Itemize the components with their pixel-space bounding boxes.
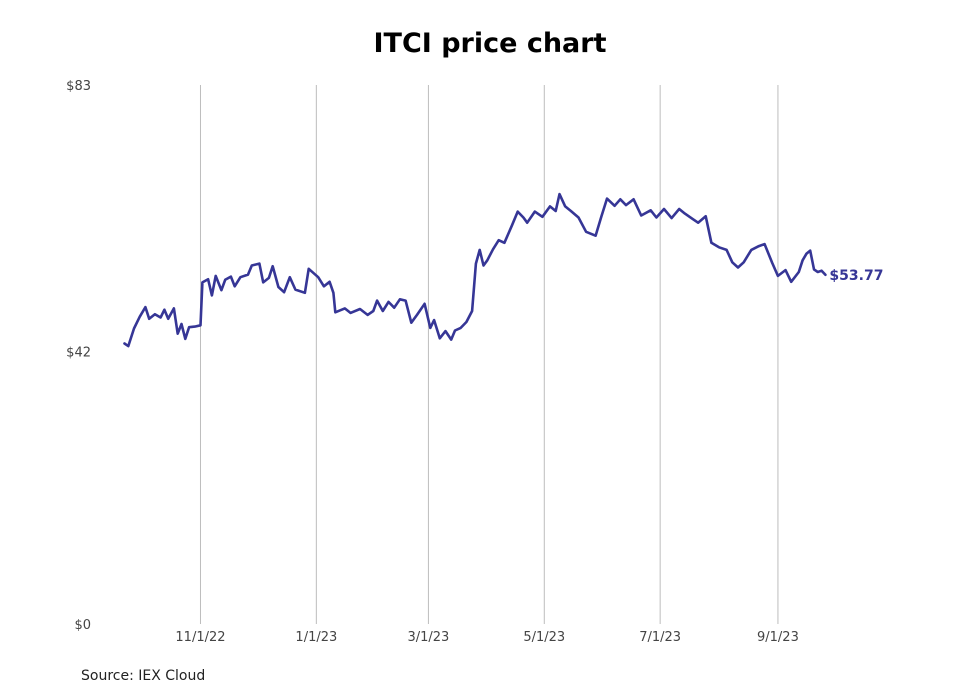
x-tick-label: 7/1/23 xyxy=(639,630,681,645)
x-axis-tick-labels: 11/1/22 1/1/23 3/1/23 5/1/23 7/1/23 9/1/23 xyxy=(175,630,798,645)
y-tick-label: $0 xyxy=(74,618,91,633)
price-line xyxy=(123,192,827,348)
x-tick-label: 3/1/23 xyxy=(407,630,449,645)
y-tick-label: $83 xyxy=(66,79,91,94)
last-price-label: $53.77 xyxy=(829,268,883,284)
x-tick-label: 11/1/22 xyxy=(175,630,225,645)
y-axis-tick-labels: $83 $42 $0 xyxy=(66,79,91,633)
chart-title: ITCI price chart xyxy=(373,28,607,59)
x-tick-label: 9/1/23 xyxy=(757,630,799,645)
y-tick-label: $42 xyxy=(66,345,91,360)
x-tick-label: 5/1/23 xyxy=(523,630,565,645)
vertical-gridlines xyxy=(199,85,779,624)
source-note: Source: IEX Cloud xyxy=(81,668,206,684)
price-series xyxy=(123,192,827,348)
x-tick-label: 1/1/23 xyxy=(295,630,337,645)
last-value-label: $53.77 xyxy=(829,268,883,284)
